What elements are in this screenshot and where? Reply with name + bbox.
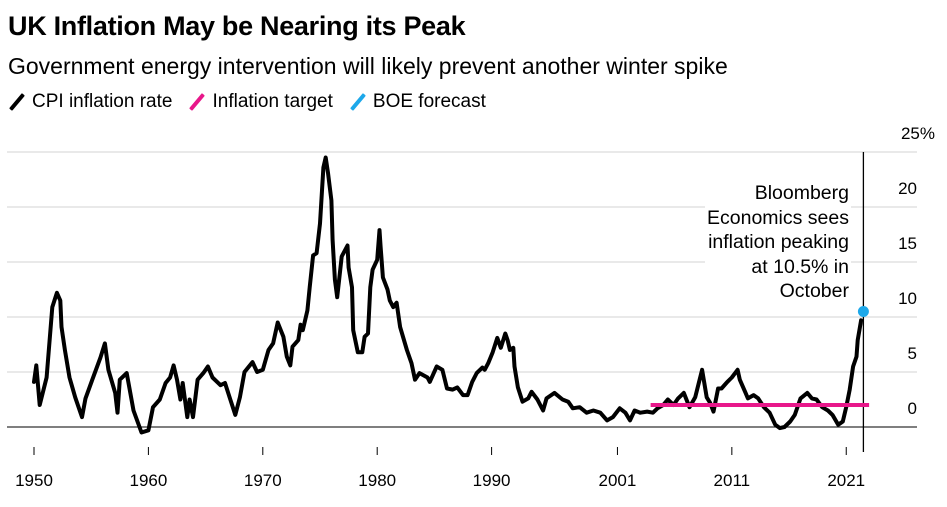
x-tick-label: 1960 [129,471,167,490]
annotation-line: Economics sees [707,206,849,229]
boe-forecast-point [857,306,869,317]
y-tick-label: 5 [908,344,917,363]
cpi-inflation-line [32,155,864,435]
x-tick-label: 1950 [15,471,53,490]
legend-label-target: Inflation target [212,91,333,112]
y-tick-label: 20 [898,179,917,198]
x-tick-label: 2011 [714,471,751,490]
legend: CPI inflation rate Inflation target BOE … [8,91,502,113]
y-tick-label: 10 [898,289,917,308]
legend-label-cpi: CPI inflation rate [32,91,173,112]
x-tick-label: 1990 [473,471,511,490]
legend-item-forecast: BOE forecast [349,91,486,113]
y-axis-ticks: 25% 20 15 10 5 0 [898,124,935,418]
x-axis-ticks: 1950 1960 1970 1980 1990 2001 2011 2021 [15,447,865,490]
forecast-annotation: Bloomberg Economics sees inflation peaki… [705,181,851,304]
annotation-line: Bloomberg [754,182,849,204]
legend-label-forecast: BOE forecast [372,91,486,112]
y-tick-label: 0 [908,399,917,418]
series-group [32,152,870,452]
y-tick-label: 25% [901,124,935,143]
annotation-line: October [779,280,849,302]
x-tick-label: 1980 [358,471,396,490]
y-tick-label: 15 [898,234,917,253]
annotation-line: inflation peaking [708,231,849,253]
x-tick-label: 2021 [827,471,865,490]
x-tick-label: 1970 [244,471,282,490]
legend-item-cpi: CPI inflation rate [8,91,172,113]
chart-subtitle: Government energy intervention will like… [8,53,728,79]
annotation-line: at 10.5% in [751,255,849,278]
x-tick-label: 2001 [599,471,637,490]
legend-item-target: Inflation target [188,91,332,113]
chart-title: UK Inflation May be Nearing its Peak [8,11,466,41]
